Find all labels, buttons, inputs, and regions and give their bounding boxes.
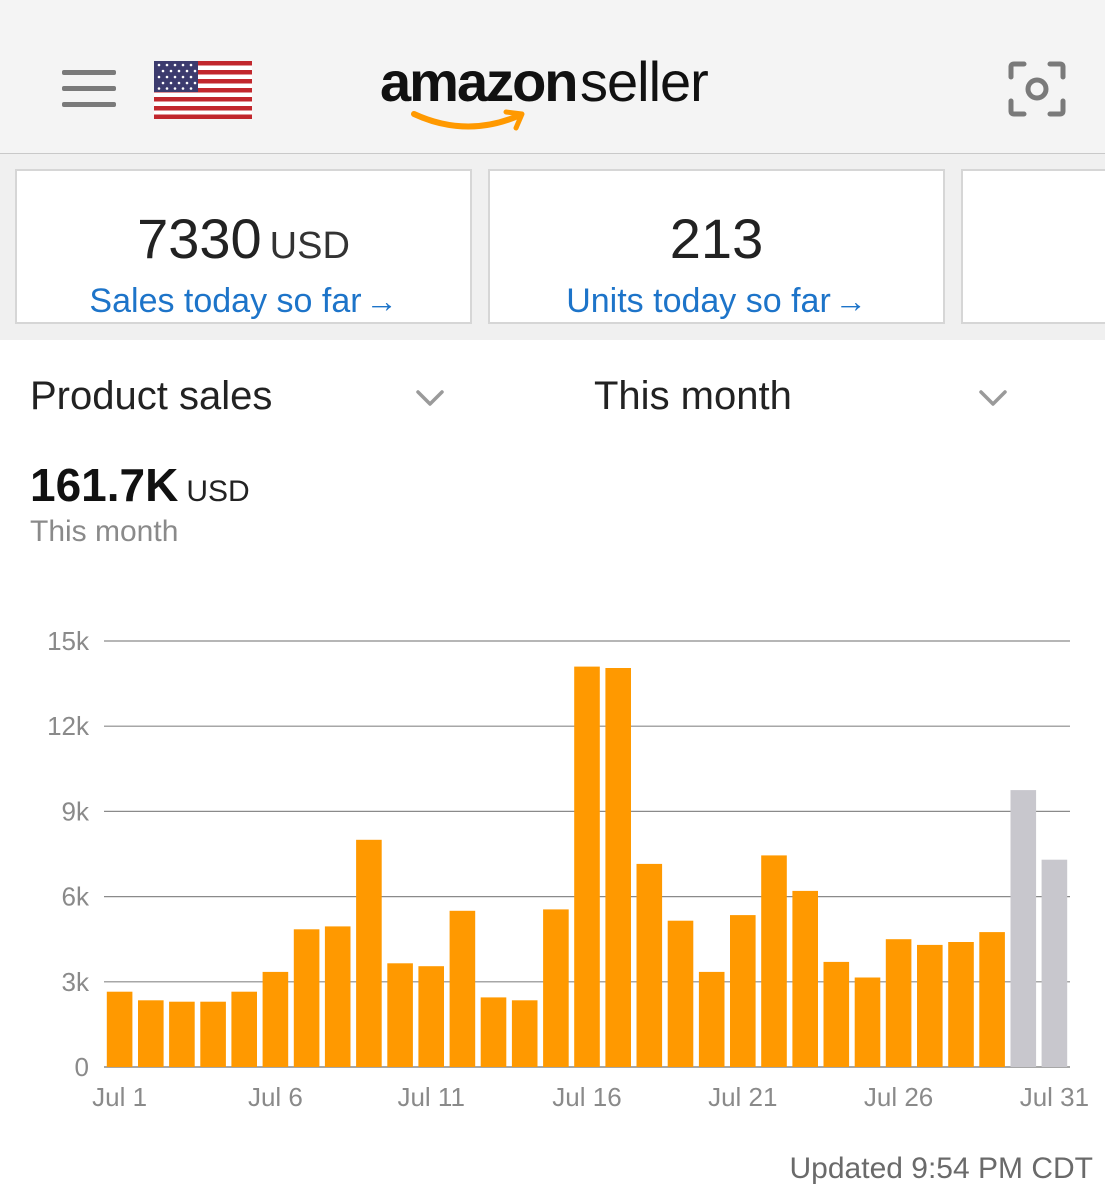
last-updated-text: Updated 9:54 PM CDT: [789, 1152, 1093, 1185]
x-tick-label: Jul 31: [1020, 1082, 1089, 1112]
units-amount: 213: [669, 207, 764, 270]
x-tick-label: Jul 16: [552, 1082, 621, 1112]
period-dropdown-value: This month: [594, 374, 792, 418]
bar: [169, 1001, 195, 1067]
bar: [917, 944, 943, 1067]
bar: [449, 910, 476, 1067]
arrow-right-icon: →: [365, 283, 398, 319]
y-tick-label: 0: [75, 1052, 89, 1082]
bar: [823, 961, 850, 1067]
total-currency: USD: [186, 475, 250, 508]
bar: [979, 932, 1005, 1067]
bar: [636, 863, 663, 1067]
metric-cards-strip: 7330 USD Sales today so far → 213 Units to…: [0, 154, 1105, 340]
logo-brand-text: amazon: [380, 50, 578, 113]
bar: [262, 971, 289, 1067]
bar: [574, 666, 600, 1067]
sales-today-label: Sales today so far: [89, 282, 362, 320]
bar: [387, 963, 413, 1067]
bar: [200, 1001, 226, 1067]
metric-dropdown-value: Product sales: [30, 374, 273, 418]
chevron-down-icon: [416, 390, 444, 406]
hamburger-menu-icon[interactable]: [62, 70, 116, 108]
x-tick-label: Jul 11: [397, 1082, 464, 1112]
bar: [231, 991, 257, 1067]
bar: [761, 855, 787, 1067]
bar: [324, 926, 351, 1067]
period-total: 161.7K USD: [30, 458, 250, 512]
bar: [792, 890, 818, 1067]
sales-today-value: 7330 USD: [17, 209, 470, 276]
x-tick-label: Jul 1: [92, 1082, 147, 1112]
bar: [854, 977, 881, 1067]
bar: [480, 997, 507, 1067]
bar: [356, 839, 382, 1067]
us-flag-icon[interactable]: [154, 61, 252, 119]
logo-suffix-text: seller: [580, 50, 709, 113]
units-today-label: Units today so far: [566, 282, 831, 320]
units-today-card[interactable]: 213 Units today so far →: [488, 169, 945, 324]
bar: [667, 920, 694, 1067]
y-tick-label: 3k: [62, 967, 90, 997]
period-dropdown[interactable]: This month: [594, 370, 1014, 430]
bar: [138, 1000, 164, 1067]
bar: [106, 991, 133, 1067]
sales-today-card[interactable]: 7330 USD Sales today so far →: [15, 169, 472, 324]
bar: [418, 966, 444, 1067]
bar: [948, 942, 974, 1067]
units-today-link[interactable]: Units today so far →: [490, 281, 943, 321]
sales-currency: USD: [269, 225, 350, 267]
bar: [293, 929, 320, 1067]
sales-amount: 7330: [137, 207, 262, 270]
x-tick-label: Jul 26: [864, 1082, 933, 1112]
smile-arrow-icon: [411, 109, 525, 131]
amazon-seller-logo: amazon seller: [380, 48, 760, 138]
units-today-value: 213: [490, 209, 943, 269]
metric-dropdown[interactable]: Product sales: [30, 370, 450, 430]
bar: [730, 915, 756, 1067]
chevron-down-icon: [979, 390, 1007, 406]
y-tick-label: 6k: [62, 882, 90, 912]
bar: [1041, 859, 1068, 1067]
total-period-label: This month: [30, 515, 179, 548]
scan-camera-icon[interactable]: [1008, 61, 1066, 117]
sales-today-link[interactable]: Sales today so far →: [17, 281, 470, 321]
y-tick-label: 12k: [47, 711, 90, 741]
sales-bar-chart: 0 3k 6k 9k 12k 15k Jul 1 Jul 6 Jul 11 Jul 16 Jul 2…: [47, 626, 1089, 1112]
y-tick-label: 15k: [47, 626, 90, 656]
y-tick-label: 9k: [62, 796, 90, 826]
total-amount: 161.7K: [30, 459, 179, 511]
arrow-right-icon: →: [834, 283, 867, 319]
bar: [605, 668, 631, 1067]
bar: [543, 909, 569, 1067]
next-metric-card[interactable]: [961, 169, 1105, 324]
x-tick-label: Jul 21: [708, 1082, 777, 1112]
app-header: amazon seller: [0, 0, 1105, 154]
bar: [698, 971, 725, 1067]
bar: [885, 939, 912, 1067]
bar: [511, 1000, 538, 1067]
bar: [1010, 790, 1037, 1067]
x-tick-label: Jul 6: [248, 1082, 303, 1112]
